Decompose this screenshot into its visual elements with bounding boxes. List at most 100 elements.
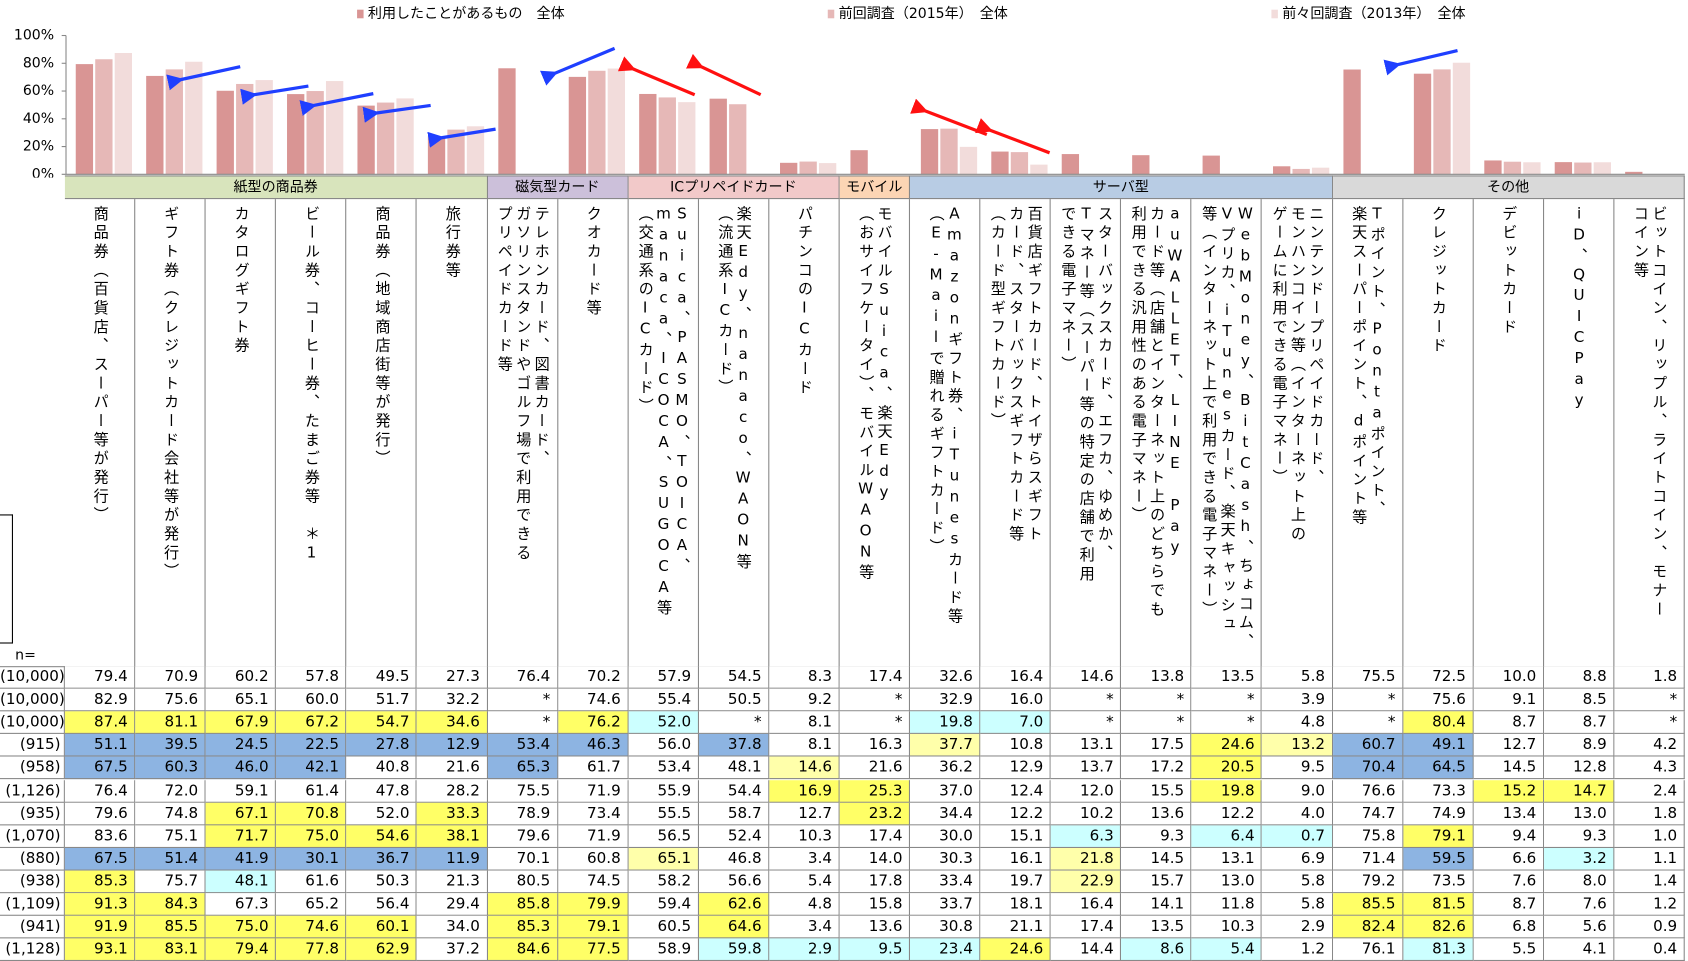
cell: 42.1 <box>276 756 347 780</box>
cell: 50.5 <box>698 688 770 712</box>
cell: 7.6 <box>1543 893 1615 916</box>
cell: 48.1 <box>698 756 770 780</box>
cell: 61.7 <box>557 756 629 780</box>
cell: * <box>487 711 558 735</box>
header-line: モバイルSuica、楽天Edy <box>875 205 893 506</box>
column-header-text: Tポイント、Pontaポイント、 楽天スーパーポイント、dポイント等 <box>1349 206 1386 528</box>
cell: 5.8 <box>1262 893 1333 916</box>
column-header-text: スターバックスカード、エフカ、ゆめか、 Tマネー等（スーパー等の特定の店舗で利用で… <box>1058 206 1113 585</box>
n-cell: (941) <box>0 915 65 939</box>
cell: 12.0 <box>1050 779 1122 803</box>
column-header: クオカード等 <box>558 199 629 667</box>
group-header: ICプリペイドカード <box>628 175 840 200</box>
arrow <box>427 127 496 148</box>
bar <box>114 53 133 175</box>
cell: 79.4 <box>64 666 136 689</box>
cell: 4.1 <box>1543 938 1615 961</box>
cell: 8.7 <box>1543 711 1615 735</box>
bar <box>357 105 375 175</box>
header-line: （カード型ギフトカード） <box>988 205 1006 432</box>
column-header: ビットコイン、リップル、ライトコイン、モナー コイン等 <box>1614 199 1685 667</box>
chart: 0% 20% 40% 60% 80% 100% 利用したことがあるもの 全体 前回調査（201… <box>14 5 1685 178</box>
cell: 23.4 <box>910 938 981 961</box>
header-line: クオカード等 <box>584 205 602 319</box>
cell: 16.1 <box>980 847 1051 871</box>
cell: 12.2 <box>1191 802 1263 826</box>
cell: * <box>1332 711 1404 735</box>
cell: 75.5 <box>487 779 558 803</box>
cell: 27.8 <box>346 734 418 757</box>
bar <box>1433 69 1451 175</box>
cell: 6.9 <box>1262 847 1333 871</box>
bar <box>959 146 978 175</box>
header-line: （おサイフケータイ）、モバイルWAON等 <box>856 205 875 584</box>
cell: 72.0 <box>135 779 206 803</box>
cell: 8.5 <box>1543 688 1615 712</box>
cell: 14.6 <box>769 756 840 780</box>
cell: 54.4 <box>698 779 770 803</box>
cell: 5.8 <box>1262 666 1333 689</box>
legend-swatch <box>1271 9 1278 19</box>
cell: 70.1 <box>487 847 558 871</box>
cell: 60.1 <box>346 915 418 939</box>
cell: 10.8 <box>980 734 1051 757</box>
cell: 59.5 <box>1403 847 1474 871</box>
group-header: 紙型の商品券 <box>64 175 488 200</box>
bar <box>780 162 798 175</box>
cell: 12.7 <box>769 802 840 826</box>
column-header: Suica、PASMO、TOICA、 manaca、ICOCA、SUGOCA等 （交… <box>628 199 699 667</box>
cell: 59.8 <box>698 938 770 961</box>
column-header: ギフト券（クレジットカード会社等が発行） <box>135 199 206 667</box>
bar <box>376 102 395 175</box>
bar <box>236 83 254 175</box>
cell: 28.2 <box>417 779 488 803</box>
cell: 12.9 <box>417 734 488 757</box>
header-line: 商品券（地域商店街等が発行） <box>373 205 391 470</box>
column-header-text: ビットコイン、リップル、ライトコイン、モナー コイン等 <box>1631 206 1668 620</box>
cell: 4.3 <box>1614 756 1685 780</box>
cell: 16.4 <box>980 666 1051 689</box>
cell: 21.1 <box>980 915 1051 939</box>
cell: 12.2 <box>980 802 1051 826</box>
cell: 19.8 <box>1191 779 1263 803</box>
column-header-text: auWALLET、LINE Pay カード等（店舗とインターネット上のどちらでも利… <box>1128 206 1183 620</box>
cell: 84.6 <box>487 938 558 961</box>
cell: 3.4 <box>769 915 840 939</box>
cell: * <box>698 711 770 735</box>
cell: 61.6 <box>276 870 347 894</box>
cell: 49.1 <box>1403 734 1474 757</box>
cell: 34.4 <box>910 802 981 826</box>
bar <box>325 81 344 175</box>
cell: 67.1 <box>205 802 277 826</box>
cell: 62.6 <box>698 893 770 916</box>
cell: * <box>1614 711 1685 735</box>
n-cell: (935) <box>0 802 65 826</box>
bar <box>185 61 203 175</box>
cell: 57.8 <box>276 666 347 689</box>
header-line: できる電子マネー） <box>1059 205 1077 376</box>
cell: 32.2 <box>417 688 488 712</box>
header-line: テレホンカード、図書カード、 <box>532 205 550 470</box>
cell: 30.8 <box>910 915 981 939</box>
cell: 87.4 <box>64 711 136 735</box>
bar <box>1273 166 1291 175</box>
column-header: 旅行券等 <box>417 199 488 667</box>
cell: 13.0 <box>1543 802 1615 826</box>
cell: 17.4 <box>1050 915 1122 939</box>
cell: 11.8 <box>1191 893 1263 916</box>
y-tick-label: 0% <box>32 166 54 177</box>
cell: 14.7 <box>1543 779 1615 803</box>
cell: 81.1 <box>135 711 206 735</box>
bar <box>1523 162 1541 175</box>
cell: 10.3 <box>769 825 840 848</box>
cell: 13.1 <box>1050 734 1122 757</box>
cell: 15.7 <box>1121 870 1192 894</box>
column-header-text: テレホンカード、図書カード、 ガソリンスタンドやゴルフ場で利用できる プリペイドカー… <box>495 206 550 564</box>
cell: 17.2 <box>1121 756 1192 780</box>
cell: 33.7 <box>910 893 981 916</box>
column-header: WebMoney、BitCash、ちょコム、 Vプリカ、iTunesカード、楽天キ… <box>1192 199 1263 667</box>
cell: 5.8 <box>1262 870 1333 894</box>
cell: 1.4 <box>1614 870 1685 894</box>
cell: 4.2 <box>1614 734 1685 757</box>
